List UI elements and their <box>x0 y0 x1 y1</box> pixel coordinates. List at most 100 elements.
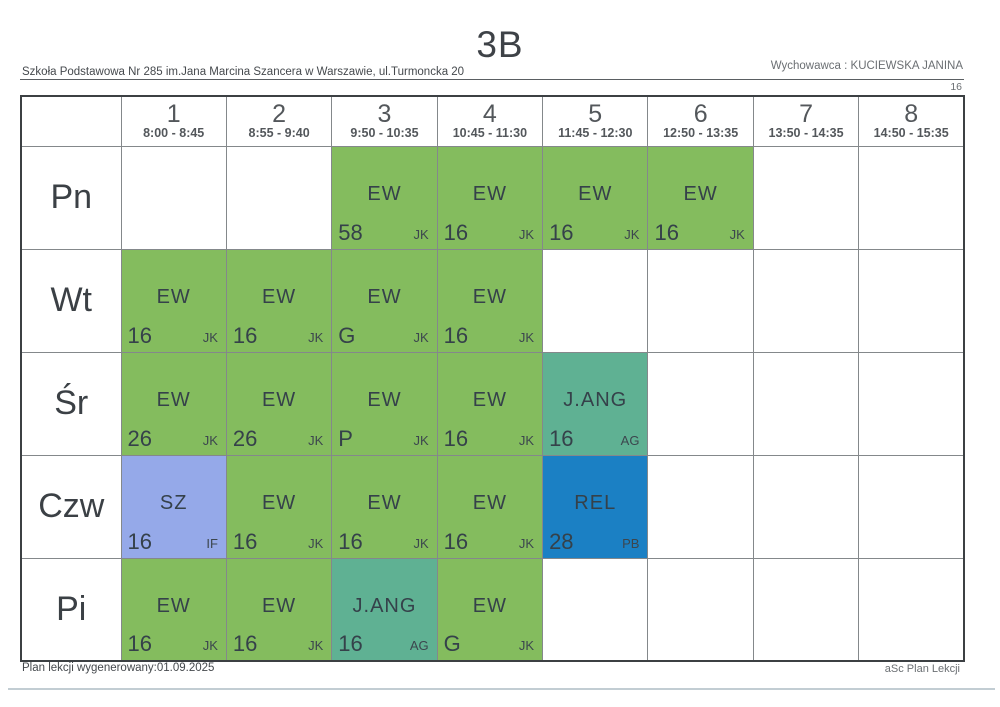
day-cell-wt: Wt <box>20 248 122 353</box>
teacher-label: IF <box>206 535 218 551</box>
lesson-cell: EW 16 JK <box>542 145 649 250</box>
empty-cell <box>225 145 333 250</box>
empty-cell <box>542 248 649 353</box>
teacher-label: JK <box>308 329 324 345</box>
lesson-cell: REL 28 PB <box>542 454 649 559</box>
subject-label: J.ANG <box>352 594 417 617</box>
period-header-8: 8 14:50 - 15:35 <box>858 95 965 147</box>
subject-label: EW <box>156 388 191 411</box>
period-number: 5 <box>588 100 603 129</box>
period-number: 1 <box>166 100 181 129</box>
room-label: 26 <box>127 425 152 451</box>
day-cell-pi: Pi <box>20 557 122 662</box>
teacher-label: JK <box>624 226 640 242</box>
homeroom-number: 16 <box>950 81 962 93</box>
lesson-cell: J.ANG 16 AG <box>331 557 438 662</box>
room-label: 16 <box>127 322 152 348</box>
room-label: 16 <box>443 322 469 348</box>
lesson-cell: EW 16 JK <box>225 248 333 353</box>
lesson-cell: EW G JK <box>331 248 438 353</box>
lesson-cell: EW 26 JK <box>120 351 227 456</box>
subject-label: EW <box>367 182 402 205</box>
room-label: 16 <box>338 631 363 656</box>
day-label: Czw <box>38 487 105 525</box>
period-header-2: 2 8:55 - 9:40 <box>225 95 333 147</box>
period-number: 6 <box>693 100 708 129</box>
period-header-7: 7 13:50 - 14:35 <box>752 95 860 147</box>
teacher-label: JK <box>518 535 535 551</box>
period-number: 2 <box>272 100 287 129</box>
period-time: 12:50 - 13:35 <box>663 126 739 141</box>
empty-cell <box>542 557 649 662</box>
day-row-pn: Pn EW 58 JK EW 16 JK EW 16 JK EW 16 JK <box>20 145 965 250</box>
subject-label: EW <box>367 285 402 308</box>
teacher-label: PB <box>622 535 640 551</box>
teacher-label: AG <box>620 432 640 448</box>
room-label: P <box>338 425 353 451</box>
subject-label: EW <box>261 388 297 411</box>
lesson-cell: EW 26 JK <box>225 351 333 456</box>
empty-cell <box>858 351 965 456</box>
lesson-cell: EW 16 JK <box>436 351 544 456</box>
day-label: Wt <box>50 281 93 319</box>
room-label: 16 <box>443 425 469 451</box>
room-label: 58 <box>338 219 363 245</box>
room-label: 16 <box>443 528 469 554</box>
empty-cell <box>752 557 860 662</box>
period-number: 8 <box>904 100 919 129</box>
room-label: 16 <box>232 528 258 554</box>
lesson-cell: EW 16 JK <box>225 557 333 662</box>
room-label: 16 <box>127 528 152 554</box>
room-label: 16 <box>232 322 258 348</box>
day-row-wt: Wt EW 16 JK EW 16 JK EW G JK EW 16 JK <box>20 248 965 353</box>
lesson-cell: EW 16 JK <box>436 145 544 250</box>
teacher-label: JK <box>308 432 324 448</box>
day-row-czw: Czw SZ 16 IF EW 16 JK EW 16 JK EW 16 JK REL 28 PB <box>20 454 965 559</box>
room-label: 16 <box>654 219 679 245</box>
period-header-5: 5 11:45 - 12:30 <box>542 95 649 147</box>
lesson-cell: SZ 16 IF <box>120 454 227 559</box>
subject-label: EW <box>472 388 507 411</box>
teacher-label: JK <box>308 535 324 551</box>
period-number: 4 <box>482 100 497 129</box>
period-time: 13:50 - 14:35 <box>768 126 844 141</box>
empty-cell <box>120 145 227 250</box>
page-title: 3B <box>476 24 524 65</box>
subject-label: EW <box>472 285 507 308</box>
lesson-cell: EW 16 JK <box>120 248 227 353</box>
empty-cell <box>752 145 860 250</box>
room-label: 28 <box>549 528 574 554</box>
subject-label: EW <box>261 491 297 514</box>
corner-cell <box>20 95 122 147</box>
subject-label: EW <box>261 285 297 308</box>
period-time: 8:55 - 9:40 <box>248 126 310 141</box>
empty-cell <box>858 557 965 662</box>
scan-artifact-line <box>8 688 995 690</box>
period-time: 9:50 - 10:35 <box>350 126 419 141</box>
empty-cell <box>647 454 754 559</box>
subject-label: EW <box>578 182 613 205</box>
room-label: 16 <box>232 631 258 656</box>
subject-label: EW <box>472 182 507 205</box>
lesson-cell: EW 16 JK <box>647 145 754 250</box>
period-header-3: 3 9:50 - 10:35 <box>331 95 438 147</box>
room-label: 26 <box>232 425 258 451</box>
empty-cell <box>858 145 965 250</box>
school-name: Szkoła Podstawowa Nr 285 im.Jana Marcina… <box>22 66 465 78</box>
teacher-label: JK <box>202 329 218 345</box>
period-number: 7 <box>799 100 813 129</box>
teacher-label: JK <box>202 638 218 653</box>
teacher-label: JK <box>413 432 429 448</box>
teacher-label: JK <box>413 535 429 551</box>
period-header-row: 1 8:00 - 8:45 2 8:55 - 9:40 3 9:50 - 10:35 4 10… <box>20 95 965 147</box>
subject-label: EW <box>367 388 402 411</box>
tutor-name: Wychowawca : KUCIEWSKA JANINA <box>770 60 963 72</box>
room-label: G <box>338 322 356 348</box>
day-row-pi: Pi EW 16 JK EW 16 JK J.ANG 16 AG EW G JK <box>20 557 965 662</box>
footer-generated: Plan lekcji wygenerowany:01.09.2025 <box>22 662 215 674</box>
day-cell-czw: Czw <box>20 454 122 559</box>
period-header-4: 4 10:45 - 11:30 <box>436 95 544 147</box>
subject-label: EW <box>156 594 191 617</box>
header-divider <box>20 79 964 80</box>
period-time: 8:00 - 8:45 <box>143 126 205 141</box>
